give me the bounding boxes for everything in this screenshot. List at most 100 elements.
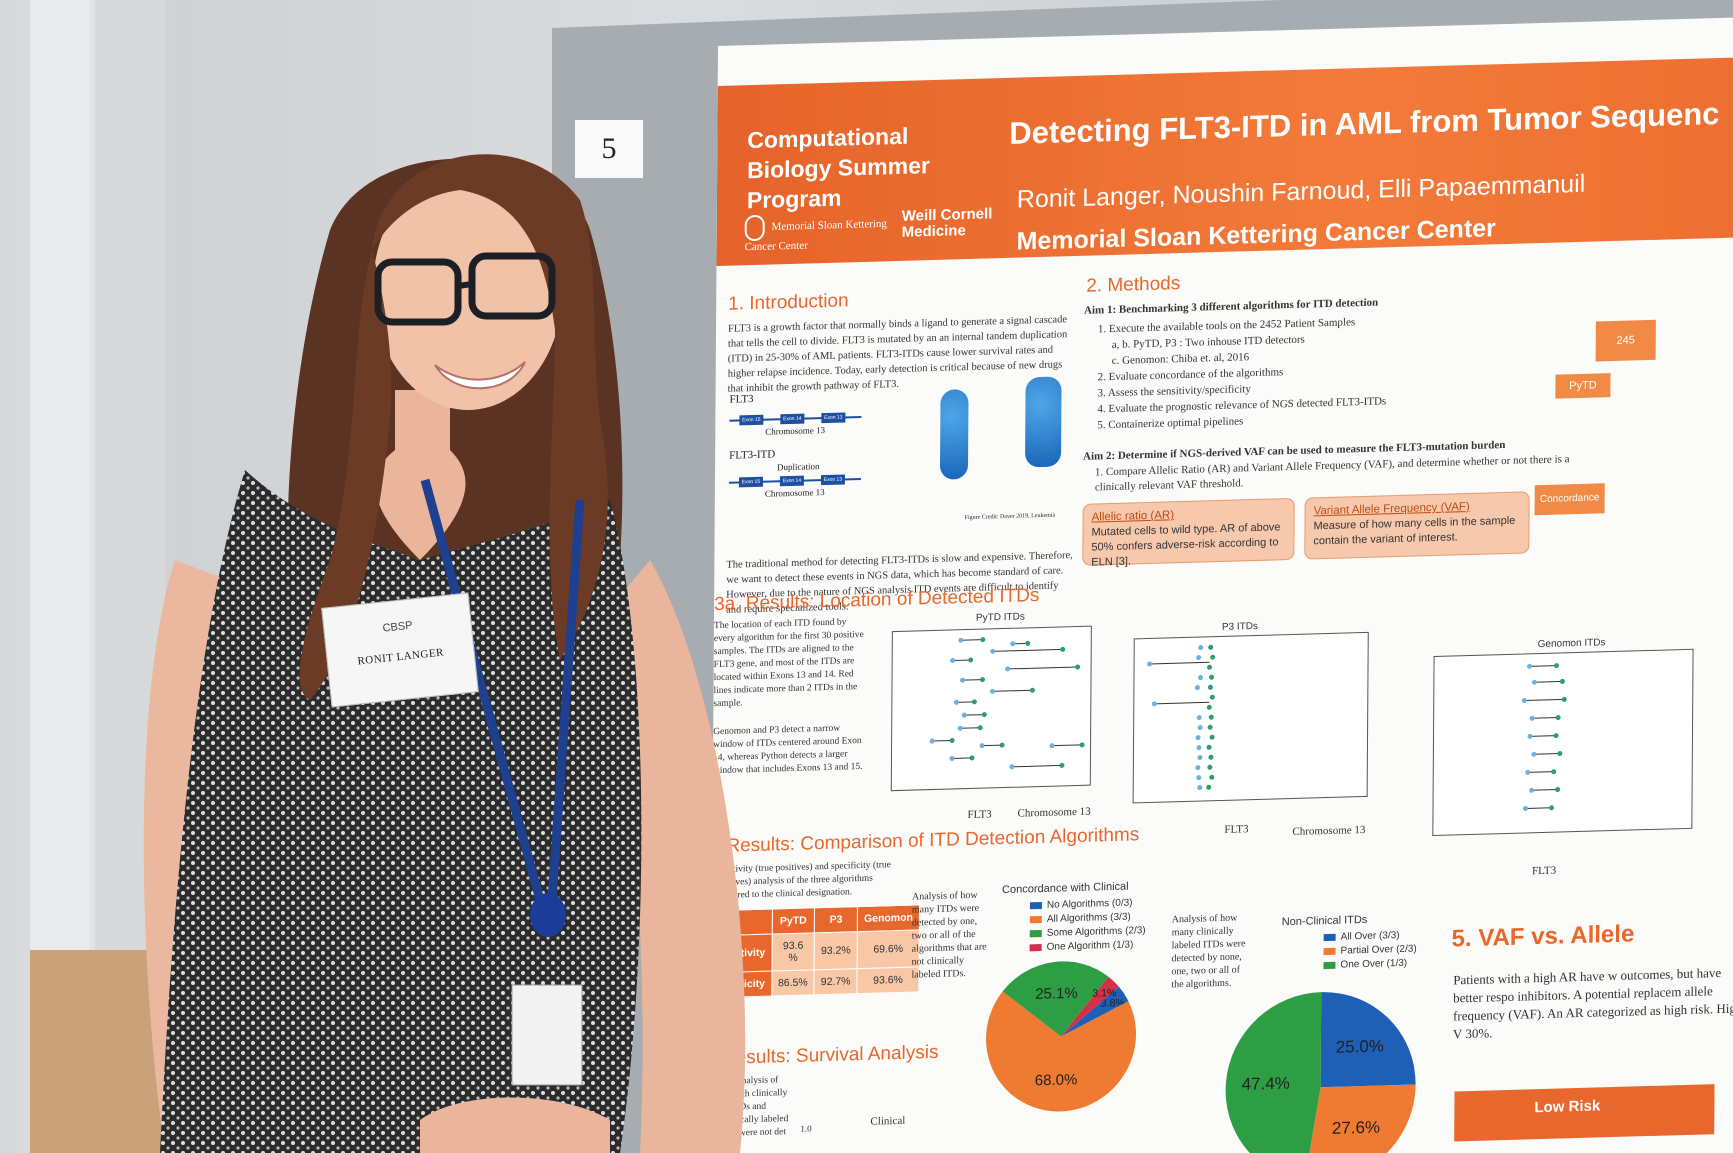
table-cell: 69.6% [857,929,920,969]
flow-node-top: 245 [1595,319,1656,362]
legend-swatch [1323,947,1336,955]
genomon-xlabel-gene: FLT3 [1532,864,1557,878]
table-cell: 93.6% [856,966,920,994]
pie-slice [1304,1084,1416,1153]
results3a-text: The location of each ITD found by every … [713,617,864,710]
p3-itd-plot [1132,631,1369,804]
table-corner [709,909,772,936]
pytd-xlabel-chrom: Chromosome 13 [1017,805,1091,820]
results4-heading: 4. Results: Survival Analysis [709,1041,939,1070]
pie-slice-label: 68.0% [1035,1071,1078,1089]
genomon-itd-plot [1432,648,1694,837]
legend-label: Some Algorithms (2/3) [1046,925,1146,939]
badge-name: RONIT LANGER [356,646,445,668]
pie-slice-label: 3.1% [1092,987,1116,1000]
table-cell: 86.5% [771,969,815,997]
pie-slice [1225,992,1322,1153]
pie-slice-label: 25.1% [1035,985,1078,1003]
board-number-card: 5 [575,120,643,178]
low-risk-header: Low Risk [1454,1084,1715,1142]
legend-swatch [1029,915,1042,924]
pie-slice [1002,961,1109,1037]
gene-label-flt3: FLT3 [729,393,754,406]
weill-cornell-logo: Weill Cornell Medicine [901,205,1012,241]
table-row-header: Specificity [709,971,772,998]
genomon-itd-lines [1521,663,1567,811]
p3-xlabel-chrom: Chromosome 13 [1292,823,1366,838]
wood-panel [30,950,165,1153]
vaf-box: Variant Allele Frequency (VAF) Measure o… [1304,491,1530,560]
flt3-itd-receptor-icon [1024,376,1062,468]
plot-title-p3: P3 ITDs [1221,620,1258,633]
pytd-xlabel-gene: FLT3 [967,808,992,822]
intro-heading: 1. Introduction [728,290,849,315]
legend-swatch [1323,961,1336,969]
pie-slice [1061,976,1119,1037]
weill-logo-text: Weill Cornell Medicine [901,205,993,241]
pie-slice-label: 47.4% [1242,1074,1290,1094]
legend-entry: One Algorithm (1/3) [1029,938,1146,955]
flt3-receptor-icon [939,389,969,480]
table-col-header: P3 [814,906,858,933]
table-row: Sensitivity 93.6 % 93.2% 69.6% [709,929,920,973]
table-row: Specificity 86.5% 92.7% 93.6% [709,966,920,998]
pie-slice [1061,986,1129,1037]
pie1-legend: No Algorithms (0/3) All Algorithms (3/3)… [1029,896,1146,955]
table-cell: 93.6 % [771,932,815,972]
pie2-caption: Analysis of how many clinically labeled … [1171,912,1246,991]
table-col-header: PyTD [771,907,815,935]
concordance-pie-chart: 3.8%68.0%25.1% 3.1% [986,961,1136,1112]
badge-org: CBSP [382,619,414,635]
results3a-text-2: Genomon and P3 detect a narrow window of… [712,723,863,777]
vaf-text: Measure of how many cells in the sample … [1313,514,1516,548]
intro-text: FLT3 is a growth factor that normally bi… [727,314,1068,395]
exon-14-itd: Exon 14 [779,475,804,487]
chromosome-label-itd: Chromosome 13 [764,487,825,499]
pie2-legend: All Over (3/3) Partial Over (2/3) One Ov… [1323,928,1417,974]
allelic-ratio-box: Allelic ratio (AR) Mutated cells to wild… [1082,497,1295,569]
chromosome-label: Chromosome 13 [765,425,826,437]
legend-label: No Algorithms (0/3) [1046,897,1133,911]
results5-heading: 5. VAF vs. Allele [1451,920,1635,953]
legend-label: All Over (3/3) [1340,929,1400,943]
methods-heading: 2. Methods [1086,273,1181,297]
pie2-title: Non-Clinical ITDs [1281,913,1368,929]
sensitivity-table: PyTD P3 Genomon Sensitivity 93.6 % 93.2%… [709,904,920,998]
results3b-heading: Results: Comparison of ITD Detection Alg… [726,824,1140,857]
legend-swatch [1323,933,1336,941]
allelic-ratio-text: Mutated cells to wild type. AR of above … [1091,521,1281,569]
name-badge: CBSP RONIT LANGER [321,592,479,708]
mskcc-logo-text: Memorial Sloan Kettering Cancer Center [744,217,887,254]
legend-label: One Algorithm (1/3) [1046,939,1134,953]
pie-slice [986,991,1136,1112]
p3-itd-lines [1147,644,1216,791]
results5-text: Patients with a high AR have w outcomes,… [1452,964,1733,1042]
exon-13: Exon 13 [821,412,846,424]
results3b-text: Sensitivity (true positives) and specifi… [712,860,891,902]
legend-swatch [1029,929,1042,938]
research-poster: Computational Biology Summer Program Det… [709,16,1733,1153]
table-cell: 93.2% [814,931,858,970]
methods-list: 1. Execute the available tools on the 24… [1097,313,1387,433]
results4-text: Survival Analysis of patients with clini… [709,1075,789,1140]
table-cell: 92.7% [814,968,858,995]
pytd-itd-plot [890,625,1092,792]
non-clinical-pie-chart: 25.0% 27.6% 47.4% [1225,992,1416,1153]
figure-credit: Figure Credit: Daver 2019, Leukemia [964,512,1056,522]
exon-13-itd: Exon 13 [820,474,845,486]
gene-label-flt3-itd: FLT3-ITD [729,448,776,462]
survival-clinical-label: Clinical [870,1114,906,1128]
p3-xlabel-gene: FLT3 [1224,823,1249,836]
intro-figure: FLT3 Exon 15 Exon 14 Exon 13 Chromosome … [725,376,1066,546]
plot-title-pytd: PyTD ITDs [975,611,1025,624]
legend-label: Partial Over (2/3) [1340,943,1417,957]
program-name: Computational Biology Summer Program [746,122,930,214]
survival-tick: 1.0 [800,1123,812,1134]
legend-swatch [1029,943,1042,952]
legend-entry: One Over (1/3) [1323,957,1416,974]
table-col-header: Genomon [857,904,920,932]
pie-slice-label: 27.6% [1332,1118,1380,1138]
pytd-itd-lines [929,637,1085,770]
exon-15-itd: Exon 15 [738,476,763,488]
